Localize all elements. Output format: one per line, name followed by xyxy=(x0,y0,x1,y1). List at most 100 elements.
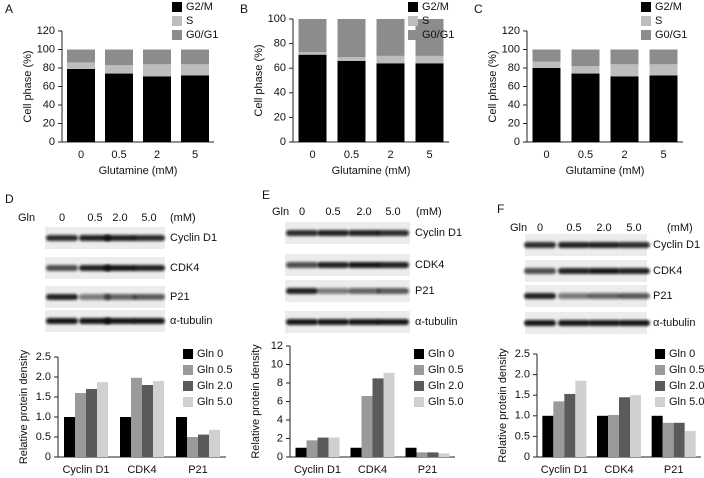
blot-band xyxy=(317,230,349,236)
y-axis-title: Cell phase (%) xyxy=(253,44,265,116)
x-tick-label: 0.5 xyxy=(578,149,593,161)
y-tick-label: 0.5 xyxy=(515,430,530,442)
blot-band xyxy=(524,293,556,299)
bar xyxy=(187,437,198,457)
bar-segment xyxy=(610,76,639,142)
legend-label: G2/M xyxy=(422,1,449,13)
blot-band xyxy=(377,230,409,236)
bar xyxy=(630,395,641,457)
legend-swatch xyxy=(641,2,651,12)
blot-band xyxy=(348,319,380,325)
blot-band xyxy=(558,268,590,274)
bar-segment xyxy=(571,66,600,74)
x-tick-label: 2 xyxy=(154,149,160,161)
legend-swatch xyxy=(414,365,424,375)
bar xyxy=(131,377,142,457)
y-tick-label: 100 xyxy=(502,43,520,55)
bar-segment xyxy=(532,49,561,62)
panel-letter: D xyxy=(5,192,14,206)
blot-lane-label: 0.5 xyxy=(325,206,340,218)
legend-label: S xyxy=(422,15,429,27)
bar xyxy=(198,434,209,457)
blot-lane-label: 5.0 xyxy=(141,212,156,224)
blot-band xyxy=(524,320,556,326)
blot-band xyxy=(348,230,380,236)
x-tick-label: CDK4 xyxy=(604,464,633,476)
blot-lane-label: 2.0 xyxy=(596,222,611,234)
bar xyxy=(553,401,565,457)
blot-band xyxy=(348,262,380,268)
blot-gln-label: Gln xyxy=(510,222,527,234)
blot-protein-label: Cyclin D1 xyxy=(170,232,217,244)
blot-protein-label: Cyclin D1 xyxy=(653,239,700,251)
bar-segment xyxy=(337,57,366,61)
y-tick-label: 80 xyxy=(274,38,286,50)
legend-swatch xyxy=(408,16,418,26)
x-tick-label: Cyclin D1 xyxy=(294,464,341,476)
legend-swatch xyxy=(183,397,193,407)
bar-segment xyxy=(610,49,639,65)
x-tick-label: 5 xyxy=(192,149,198,161)
x-tick-label: 0.5 xyxy=(344,149,359,161)
legend-label: Gln 0 xyxy=(669,348,695,360)
y-tick-label: 2.5 xyxy=(515,348,530,360)
bar-segment xyxy=(67,62,95,69)
bar xyxy=(176,417,187,457)
y-axis-title: Relative protein density xyxy=(18,349,30,464)
blot-protein-label: α-tubulin xyxy=(653,317,695,329)
blot-band xyxy=(79,318,111,324)
bar-segment xyxy=(181,49,209,65)
blot-band xyxy=(377,288,409,294)
blot-unit: (mM) xyxy=(170,212,196,224)
blot-band xyxy=(79,235,111,241)
bar-segment xyxy=(337,19,366,58)
blot-band xyxy=(524,268,556,274)
bar xyxy=(597,415,608,457)
bar xyxy=(120,417,131,457)
bar-segment xyxy=(143,76,171,142)
blot-band xyxy=(317,262,349,268)
y-tick-label: 40 xyxy=(508,99,520,111)
panel-letter: B xyxy=(240,2,248,16)
y-tick-label: 20 xyxy=(508,117,520,129)
y-tick-label: 6 xyxy=(277,395,283,407)
y-tick-label: 2 xyxy=(277,432,283,444)
bar xyxy=(209,429,220,457)
blot-protein-label: Cyclin D1 xyxy=(415,227,462,239)
y-tick-label: 1.0 xyxy=(515,410,530,422)
y-tick-label: 100 xyxy=(268,13,286,25)
bar xyxy=(438,453,450,457)
y-tick-label: 20 xyxy=(43,117,55,129)
x-tick-label: 0 xyxy=(543,149,549,161)
x-tick-label: Cyclin D1 xyxy=(62,464,109,476)
y-tick-label: 40 xyxy=(274,87,286,99)
y-tick-label: 1.5 xyxy=(515,389,530,401)
blot-band xyxy=(558,293,590,299)
bar-segment xyxy=(376,55,405,64)
y-tick-label: 0 xyxy=(45,451,51,463)
legend-swatch xyxy=(414,397,424,407)
bar xyxy=(306,440,318,457)
bar-segment xyxy=(610,64,639,77)
legend-label: Gln 5.0 xyxy=(669,396,704,408)
y-tick-label: 0.5 xyxy=(36,431,51,443)
blot-lane-label: 5.0 xyxy=(385,206,400,218)
blot-band xyxy=(588,293,620,299)
blot-band xyxy=(618,320,650,326)
bar xyxy=(317,437,329,457)
y-tick-label: 2.5 xyxy=(36,351,51,363)
x-tick-label: 5 xyxy=(660,149,666,161)
blot-protein-label: P21 xyxy=(653,290,673,302)
y-tick-label: 60 xyxy=(508,80,520,92)
x-tick-label: P21 xyxy=(418,464,438,476)
bar xyxy=(75,393,86,457)
blot-protein-label: P21 xyxy=(170,291,190,303)
bar xyxy=(427,452,439,457)
blot-band xyxy=(286,288,318,294)
blot-band xyxy=(133,265,165,271)
blot-lane-label: 0 xyxy=(59,212,65,224)
bar-segment xyxy=(376,19,405,56)
blot-band xyxy=(104,235,136,241)
bar xyxy=(662,422,674,457)
